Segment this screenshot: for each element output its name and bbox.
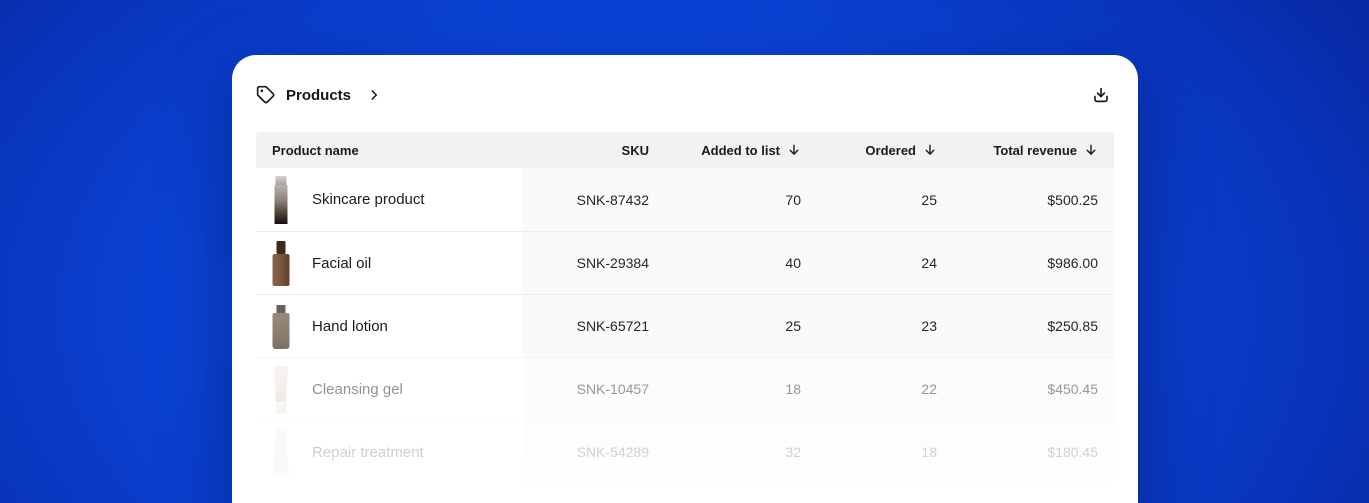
column-label: Added to list: [701, 142, 780, 158]
column-header-product-name[interactable]: Product name: [256, 143, 523, 158]
ordered-cell: 24: [817, 232, 953, 294]
product-name: Cleansing gel: [312, 380, 403, 398]
sort-descending-icon[interactable]: [1084, 143, 1098, 157]
added-to-list-cell: 40: [665, 232, 817, 294]
sku-cell: SNK-65721: [523, 295, 665, 357]
total-revenue-cell: $250.85: [953, 295, 1114, 357]
added-to-list-cell: 18: [665, 358, 817, 420]
product-cell: Cleansing gel: [256, 358, 523, 420]
product-name: Skincare product: [312, 191, 425, 208]
added-to-list-cell: 32: [665, 421, 817, 483]
table-row[interactable]: Cleansing gel SNK-10457 18 22 $450.45: [256, 357, 1114, 420]
table-row[interactable]: Repair treatment SNK-54289 32 18 $180.45: [256, 420, 1114, 483]
added-to-list-cell: 70: [665, 168, 817, 231]
product-thumbnail: [266, 301, 296, 351]
column-header-ordered[interactable]: Ordered: [817, 143, 953, 158]
ordered-cell: 23: [817, 295, 953, 357]
product-cell: Skincare product: [256, 168, 523, 231]
product-thumbnail: [266, 238, 296, 288]
product-cell: Facial oil: [256, 232, 523, 294]
table-row[interactable]: Hand lotion SNK-65721 25 23 $250.85: [256, 294, 1114, 357]
page-title: Products: [286, 86, 352, 104]
table-row[interactable]: Skincare product SNK-87432 70 25 $500.25: [256, 168, 1114, 231]
sku-cell: SNK-29384: [523, 232, 665, 294]
table-row[interactable]: Facial oil SNK-29384 40 24 $986.00: [256, 231, 1114, 294]
sort-descending-icon[interactable]: [787, 143, 801, 157]
breadcrumb[interactable]: Products: [256, 85, 381, 105]
download-button[interactable]: [1088, 82, 1114, 108]
ordered-cell: 18: [817, 421, 953, 483]
card-header: Products: [256, 77, 1114, 113]
total-revenue-cell: $180.45: [953, 421, 1114, 483]
product-name: Hand lotion: [312, 317, 388, 335]
sku-cell: SNK-10457: [523, 358, 665, 420]
chevron-right-icon[interactable]: [367, 88, 381, 102]
product-name: Facial oil: [312, 254, 372, 272]
column-label: Ordered: [865, 142, 916, 158]
product-name: Repair treatment: [312, 443, 424, 461]
column-header-added-to-list[interactable]: Added to list: [665, 143, 817, 158]
total-revenue-cell: $500.25: [953, 168, 1114, 231]
column-label: SKU: [621, 142, 649, 158]
product-thumbnail: [266, 364, 296, 414]
products-table: Product name SKU Added to list Ordered: [256, 132, 1114, 483]
added-to-list-cell: 25: [665, 295, 817, 357]
product-cell: Hand lotion: [256, 295, 523, 357]
tag-icon: [256, 85, 276, 105]
total-revenue-cell: $450.45: [953, 358, 1114, 420]
sku-cell: SNK-54289: [523, 421, 665, 483]
products-card: Products P: [232, 55, 1138, 503]
sort-descending-icon[interactable]: [923, 143, 937, 157]
product-cell: Repair treatment: [256, 421, 523, 483]
sku-cell: SNK-87432: [523, 168, 665, 231]
table-body: Skincare product SNK-87432 70 25 $500.25…: [256, 168, 1114, 483]
column-label: Product name: [272, 142, 359, 158]
download-icon: [1092, 86, 1110, 104]
total-revenue-cell: $986.00: [953, 232, 1114, 294]
column-label: Total revenue: [993, 142, 1077, 158]
ordered-cell: 25: [817, 168, 953, 231]
product-thumbnail: [266, 175, 296, 225]
column-header-total-revenue[interactable]: Total revenue: [953, 143, 1114, 158]
ordered-cell: 22: [817, 358, 953, 420]
table-header-row: Product name SKU Added to list Ordered: [256, 132, 1114, 168]
column-header-sku[interactable]: SKU: [523, 143, 665, 158]
product-thumbnail: [266, 427, 296, 477]
